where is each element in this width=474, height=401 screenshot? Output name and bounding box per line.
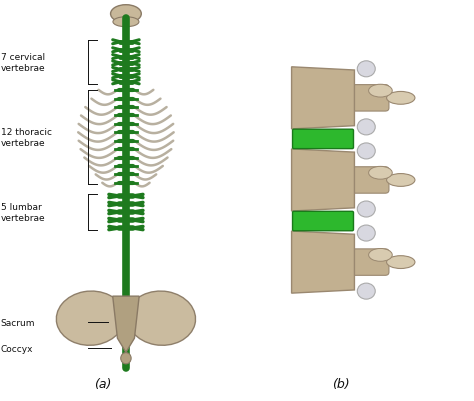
Polygon shape	[292, 231, 355, 294]
Text: Coccyx: Coccyx	[0, 344, 33, 353]
Ellipse shape	[110, 6, 141, 24]
FancyBboxPatch shape	[292, 130, 354, 149]
FancyBboxPatch shape	[348, 249, 389, 275]
Polygon shape	[292, 150, 355, 211]
Text: 7 cervical
vertebrae: 7 cervical vertebrae	[0, 53, 46, 73]
Ellipse shape	[357, 62, 375, 78]
Ellipse shape	[369, 167, 392, 180]
Ellipse shape	[387, 256, 415, 269]
Ellipse shape	[113, 18, 139, 28]
Ellipse shape	[387, 174, 415, 187]
Text: Sacrum: Sacrum	[0, 318, 35, 327]
Ellipse shape	[127, 291, 196, 345]
Text: 5 lumbar
vertebrae: 5 lumbar vertebrae	[0, 203, 46, 223]
Ellipse shape	[121, 353, 131, 364]
Ellipse shape	[357, 225, 375, 241]
Text: (a): (a)	[94, 377, 111, 390]
Ellipse shape	[357, 284, 375, 300]
Ellipse shape	[357, 144, 375, 160]
FancyBboxPatch shape	[348, 85, 389, 112]
Polygon shape	[292, 68, 355, 130]
FancyBboxPatch shape	[292, 212, 354, 231]
Ellipse shape	[387, 92, 415, 105]
Text: (b): (b)	[332, 377, 350, 390]
Ellipse shape	[357, 119, 375, 136]
FancyBboxPatch shape	[348, 167, 389, 194]
Ellipse shape	[369, 85, 392, 98]
Ellipse shape	[357, 201, 375, 217]
Ellipse shape	[369, 249, 392, 261]
Polygon shape	[113, 296, 139, 352]
Text: 12 thoracic
vertebrae: 12 thoracic vertebrae	[0, 128, 52, 148]
Ellipse shape	[56, 291, 125, 345]
